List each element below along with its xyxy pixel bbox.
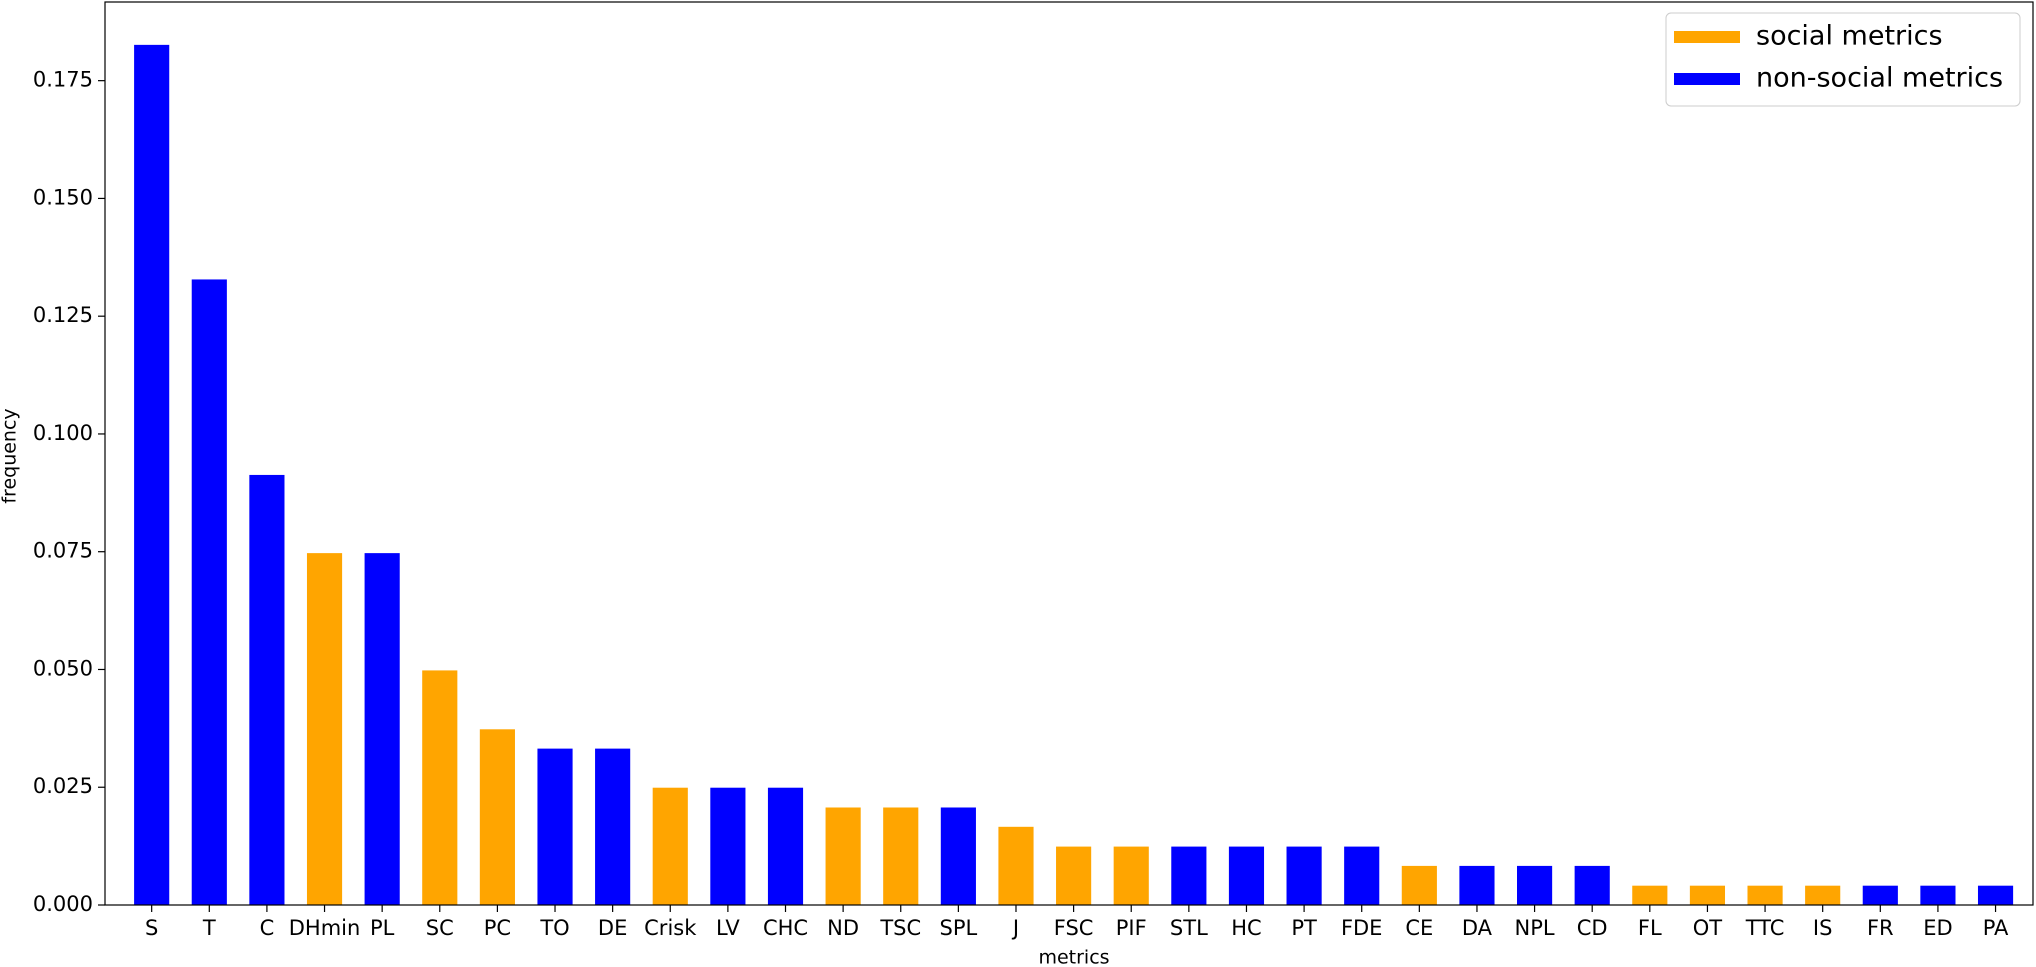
y-tick-label: 0.100 bbox=[33, 421, 93, 445]
y-tick-label: 0.125 bbox=[33, 303, 93, 327]
bar bbox=[1862, 885, 1898, 905]
x-tick-label: PC bbox=[484, 916, 511, 940]
x-tick-label: ND bbox=[827, 916, 859, 940]
bar bbox=[1171, 846, 1207, 905]
x-tick-label: FSC bbox=[1054, 916, 1094, 940]
x-tick-label: FR bbox=[1867, 916, 1894, 940]
x-tick-label: IS bbox=[1813, 916, 1833, 940]
bar bbox=[767, 787, 804, 905]
bar bbox=[537, 748, 573, 905]
bar bbox=[249, 474, 285, 905]
bar bbox=[998, 826, 1034, 905]
x-tick-label: CE bbox=[1405, 916, 1433, 940]
x-tick-label: J bbox=[1011, 916, 1019, 940]
x-tick-label: TO bbox=[539, 916, 569, 940]
x-tick-label: LV bbox=[716, 916, 740, 940]
bar bbox=[710, 787, 746, 905]
x-tick-label: FL bbox=[1638, 916, 1662, 940]
bar bbox=[1632, 885, 1668, 905]
legend-swatch bbox=[1674, 31, 1740, 43]
bar bbox=[1228, 846, 1265, 905]
bar bbox=[479, 729, 515, 905]
bar bbox=[1574, 865, 1610, 905]
legend-swatch bbox=[1674, 73, 1740, 85]
x-tick-label: SPL bbox=[940, 916, 978, 940]
bar bbox=[1056, 846, 1092, 905]
x-tick-label: PIF bbox=[1116, 916, 1147, 940]
legend-label: non-social metrics bbox=[1756, 63, 2003, 94]
y-tick-label: 0.150 bbox=[33, 185, 93, 209]
x-tick-label: SC bbox=[426, 916, 454, 940]
bar bbox=[1401, 865, 1437, 905]
y-tick-label: 0.000 bbox=[33, 892, 93, 916]
x-tick-label: C bbox=[260, 916, 275, 940]
x-tick-label: CHC bbox=[763, 916, 808, 940]
y-tick-label: 0.025 bbox=[33, 774, 93, 798]
x-tick-label: PT bbox=[1291, 916, 1317, 940]
x-tick-label: OT bbox=[1693, 916, 1723, 940]
x-tick-label: Crisk bbox=[644, 916, 697, 940]
bar bbox=[825, 807, 861, 905]
x-tick-label: TSC bbox=[879, 916, 921, 940]
bar bbox=[134, 44, 170, 905]
bar bbox=[1977, 885, 2014, 905]
bar bbox=[940, 807, 976, 905]
x-tick-label: PA bbox=[1983, 916, 2009, 940]
x-tick-label: DA bbox=[1462, 916, 1493, 940]
axes-frame bbox=[104, 1, 2034, 906]
bar bbox=[306, 553, 343, 905]
bar bbox=[1459, 865, 1495, 905]
bar bbox=[1113, 846, 1149, 905]
bar bbox=[652, 787, 688, 905]
x-tick-label: NPL bbox=[1515, 916, 1555, 940]
bar bbox=[191, 279, 227, 905]
x-tick-label: T bbox=[202, 916, 216, 940]
bar bbox=[1286, 846, 1322, 905]
bar bbox=[1920, 885, 1956, 905]
bar bbox=[1344, 846, 1380, 905]
legend-label: social metrics bbox=[1756, 21, 1943, 52]
bar bbox=[595, 748, 631, 905]
bar bbox=[883, 807, 919, 905]
x-tick-label: FDE bbox=[1341, 916, 1383, 940]
bar bbox=[364, 553, 400, 905]
x-axis-label: metrics bbox=[1038, 947, 1109, 967]
y-tick-label: 0.050 bbox=[33, 656, 93, 680]
bar bbox=[422, 670, 458, 905]
x-tick-label: ED bbox=[1923, 916, 1952, 940]
x-tick-label: DHmin bbox=[289, 916, 361, 940]
x-tick-label: CD bbox=[1577, 916, 1608, 940]
x-tick-label: DE bbox=[598, 916, 627, 940]
bar bbox=[1689, 885, 1726, 905]
bar bbox=[1805, 885, 1841, 905]
x-tick-label: STL bbox=[1170, 916, 1208, 940]
y-axis-label: frequency bbox=[0, 408, 21, 503]
bar bbox=[1747, 885, 1783, 905]
y-tick-label: 0.075 bbox=[33, 539, 93, 563]
x-tick-label: TTC bbox=[1745, 916, 1785, 940]
x-tick-label: PL bbox=[370, 916, 395, 940]
legend-box bbox=[1665, 12, 2021, 107]
bar bbox=[1517, 865, 1553, 905]
x-tick-label: HC bbox=[1231, 916, 1261, 940]
x-tick-label: S bbox=[145, 916, 158, 940]
y-tick-label: 0.175 bbox=[33, 68, 93, 92]
